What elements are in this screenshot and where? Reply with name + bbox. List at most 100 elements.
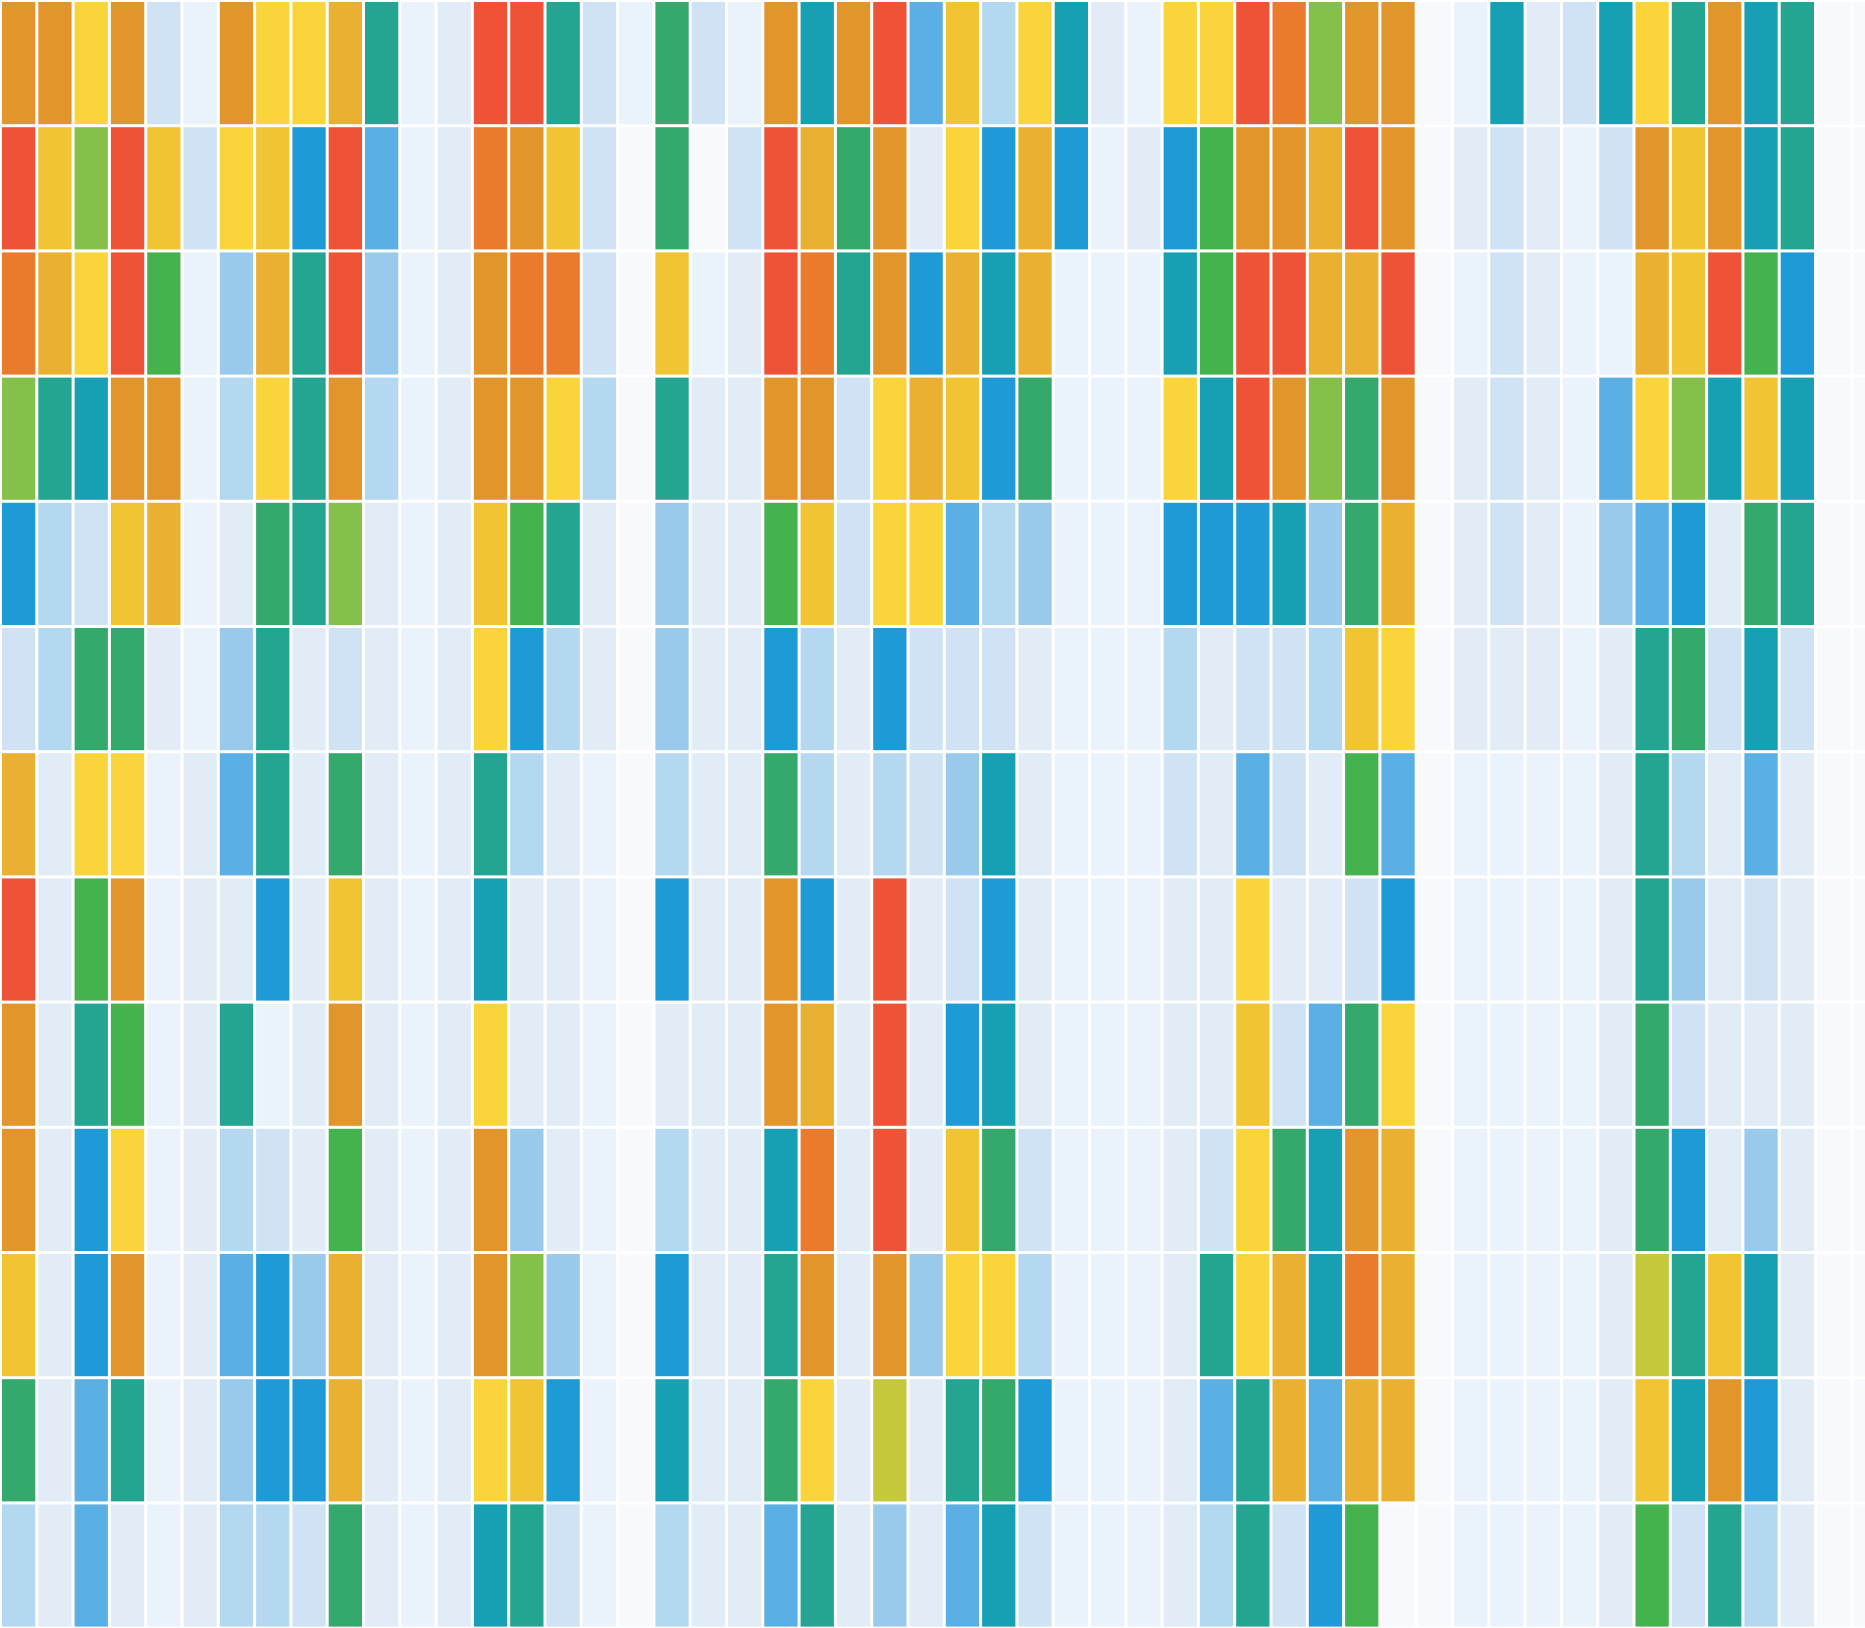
heatmap-cell (945, 878, 980, 1001)
heatmap-cell (292, 502, 326, 625)
heatmap-cell (764, 878, 798, 1001)
heatmap-cell (1345, 1379, 1379, 1502)
heatmap-cell (655, 628, 689, 751)
heatmap-cell (1780, 2, 1814, 125)
heatmap-cell (1744, 1379, 1778, 1502)
heatmap-cell (1018, 127, 1052, 250)
heatmap-cell (256, 127, 290, 250)
heatmap-cell (1163, 1254, 1197, 1377)
heatmap-cell (401, 1128, 435, 1251)
heatmap-cell (328, 502, 362, 625)
heatmap-cell (655, 878, 689, 1001)
heatmap-cell (365, 1504, 399, 1627)
heatmap-cell (38, 252, 72, 375)
heatmap-cell (1272, 377, 1306, 500)
heatmap-cell (1490, 2, 1524, 125)
heatmap-cell (1526, 753, 1560, 876)
heatmap-cell (1853, 1128, 1865, 1251)
heatmap-cell (655, 1504, 689, 1627)
heatmap-cell (74, 1128, 108, 1251)
heatmap-cell (1599, 1003, 1633, 1126)
heatmap-cell (1853, 1379, 1865, 1502)
heatmap-cell (546, 252, 580, 375)
heatmap-cell (510, 1003, 544, 1126)
heatmap-cell (619, 502, 653, 625)
heatmap-cell (1635, 1128, 1669, 1251)
heatmap-cell (582, 252, 617, 375)
heatmap-row (2, 127, 1865, 250)
heatmap-cell (437, 878, 471, 1001)
heatmap-cell (1127, 377, 1161, 500)
heatmap-cell (1562, 502, 1597, 625)
heatmap-cell (655, 1128, 689, 1251)
heatmap-cell (728, 1254, 762, 1377)
heatmap-cell (292, 377, 326, 500)
heatmap-cell (1490, 252, 1524, 375)
heatmap-cell (873, 1379, 907, 1502)
heatmap-cell (183, 2, 217, 125)
heatmap-cell (1054, 377, 1088, 500)
heatmap-cell (110, 1254, 145, 1377)
heatmap-cell (800, 252, 834, 375)
heatmap-cell (873, 1128, 907, 1251)
heatmap-cell (1236, 1128, 1270, 1251)
heatmap-cell (1562, 628, 1597, 751)
heatmap-cell (2, 1003, 36, 1126)
heatmap-cell (437, 252, 471, 375)
heatmap-cell (800, 127, 834, 250)
heatmap-cell (909, 1254, 943, 1377)
heatmap-cell (619, 878, 653, 1001)
heatmap-cell (1127, 127, 1161, 250)
heatmap-cell (728, 502, 762, 625)
heatmap-cell (2, 2, 36, 125)
heatmap-cell (1199, 252, 1234, 375)
heatmap-cell (1345, 1128, 1379, 1251)
heatmap-cell (546, 1128, 580, 1251)
heatmap-cell (437, 1379, 471, 1502)
heatmap-cell (836, 878, 871, 1001)
heatmap-cell (1708, 1504, 1742, 1627)
heatmap-cell (1308, 1379, 1343, 1502)
heatmap-row (2, 1003, 1865, 1126)
heatmap-cell (74, 502, 108, 625)
heatmap-cell (292, 1504, 326, 1627)
heatmap-row (2, 502, 1865, 625)
heatmap-cell (401, 2, 435, 125)
heatmap-cell (1199, 127, 1234, 250)
heatmap-cell (691, 1254, 725, 1377)
heatmap-cell (110, 2, 145, 125)
heatmap-cell (691, 377, 725, 500)
heatmap-cell (38, 502, 72, 625)
heatmap-cell (1526, 1379, 1560, 1502)
heatmap-cell (619, 753, 653, 876)
heatmap-cell (437, 2, 471, 125)
heatmap-cell (1272, 878, 1306, 1001)
heatmap-cell (1381, 1128, 1415, 1251)
heatmap-cell (110, 1379, 145, 1502)
heatmap-cell (1381, 1254, 1415, 1377)
heatmap-cell (1308, 2, 1343, 125)
heatmap-cell (1817, 1128, 1851, 1251)
heatmap-cell (1490, 878, 1524, 1001)
heatmap-cell (1780, 502, 1814, 625)
heatmap-cell (510, 753, 544, 876)
heatmap-cell (1417, 878, 1451, 1001)
heatmap-cell (691, 252, 725, 375)
heatmap-cell (1236, 878, 1270, 1001)
heatmap-cell (546, 502, 580, 625)
heatmap-cell (1018, 878, 1052, 1001)
heatmap-cell (510, 1504, 544, 1627)
heatmap-cell (256, 1003, 290, 1126)
heatmap-cell (1308, 878, 1343, 1001)
heatmap-cell (1381, 753, 1415, 876)
heatmap-cell (909, 1504, 943, 1627)
heatmap-cell (1562, 1379, 1597, 1502)
heatmap-cell (437, 628, 471, 751)
heatmap-cell (219, 252, 254, 375)
heatmap-cell (510, 1379, 544, 1502)
heatmap-cell (1562, 1254, 1597, 1377)
heatmap-cell (1708, 753, 1742, 876)
heatmap-cell (328, 1128, 362, 1251)
heatmap-cell (582, 502, 617, 625)
heatmap-cell (655, 1254, 689, 1377)
